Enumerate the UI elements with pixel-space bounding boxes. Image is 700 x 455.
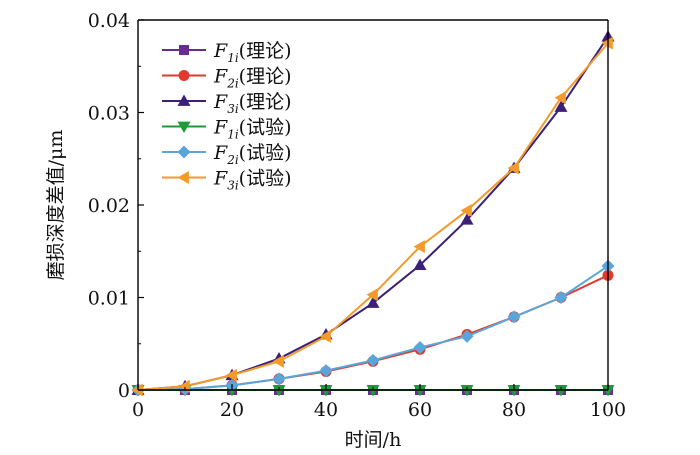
axes-layer: 0 20 40 60 80 100 0 0.01 0.02 0.03 0.04 (88, 10, 626, 421)
y-tick-label-0: 0 (118, 380, 130, 402)
data-point-4-60 (413, 340, 427, 354)
legend-label-main: F (213, 40, 228, 62)
legend-label-suffix: (试验) (239, 168, 292, 190)
data-point-4-80 (507, 310, 521, 324)
legend-label-main: F (213, 168, 228, 190)
legend-label-main: F (213, 66, 228, 88)
series-F3i(试验) (131, 36, 613, 397)
y-tick-label-0.03: 0.03 (88, 103, 130, 125)
series-F2i(理论) (132, 269, 614, 396)
data-point-5-50 (366, 288, 378, 302)
legend-marker-4 (177, 145, 191, 159)
y-tick-label-0.02: 0.02 (88, 195, 130, 217)
legend-label-2: F3i(理论) (213, 91, 292, 116)
y-tick-label-0.01: 0.01 (88, 288, 130, 310)
data-point-5-60 (413, 240, 425, 254)
data-point-2-90 (554, 100, 568, 112)
data-point-4-70 (460, 329, 474, 343)
legend-label-0: F1i(理论) (213, 40, 292, 65)
x-tick-label-80: 80 (502, 399, 526, 421)
legend-item-2: F3i(理论) (162, 91, 292, 116)
data-point-5-100 (601, 36, 613, 50)
legend-label-suffix: (试验) (239, 117, 292, 139)
x-tick-label-40: 40 (314, 399, 338, 421)
data-point-4-50 (366, 353, 380, 367)
data-point-3-80 (507, 385, 521, 397)
legend-label-1: F2i(理论) (213, 66, 292, 91)
legend-item-3: F1i(试验) (162, 117, 292, 142)
legend-label-5: F3i(试验) (213, 168, 292, 193)
legend-label-subscript: 2i (226, 77, 239, 91)
x-tick-label-100: 100 (590, 399, 626, 421)
data-point-2-60 (413, 258, 427, 270)
legend: F1i(理论)F2i(理论)F3i(理论)F1i(试验)F2i(试验)F3i(试… (162, 40, 292, 193)
data-point-4-90 (554, 291, 568, 304)
legend-marker-1 (178, 70, 190, 81)
legend-label-suffix: (试验) (239, 142, 292, 164)
legend-item-0: F1i(理论) (162, 40, 292, 65)
legend-marker-0 (179, 45, 189, 55)
legend-marker-3 (177, 121, 191, 133)
data-point-3-100 (601, 385, 615, 397)
legend-label-suffix: (理论) (239, 66, 292, 88)
legend-item-4: F2i(试验) (162, 142, 292, 167)
data-point-3-90 (554, 385, 568, 397)
legend-label-subscript: 1i (227, 128, 239, 142)
data-point-5-70 (460, 204, 472, 218)
data-point-3-30 (272, 385, 286, 397)
series-line-5 (137, 42, 609, 391)
series-line-4 (137, 265, 609, 391)
data-point-5-20 (225, 368, 237, 382)
data-point-5-80 (507, 161, 519, 175)
data-point-3-50 (366, 385, 380, 397)
legend-label-3: F1i(试验) (213, 117, 292, 142)
data-point-4-40 (319, 364, 333, 378)
legend-label-subscript: 1i (227, 51, 239, 65)
legend-item-5: F3i(试验) (162, 168, 292, 193)
y-tick-label-0.04: 0.04 (88, 10, 130, 32)
data-point-5-30 (272, 354, 284, 368)
series-F3i(理论) (131, 30, 615, 395)
y-axis-label: 磨损深度差值/μm (45, 130, 67, 281)
legend-label-subscript: 2i (226, 153, 239, 167)
legend-label-suffix: (理论) (239, 40, 292, 62)
data-point-5-90 (554, 91, 566, 105)
data-point-5-0 (131, 383, 143, 397)
series-line-2 (137, 36, 609, 391)
data-point-3-60 (413, 385, 427, 397)
data-point-2-50 (366, 296, 380, 308)
legend-label-4: F2i(试验) (213, 142, 292, 167)
x-tick-label-20: 20 (220, 399, 244, 421)
series-layer (131, 30, 615, 397)
data-point-4-30 (272, 372, 286, 386)
data-point-5-40 (319, 329, 331, 343)
x-tick-label-60: 60 (408, 399, 432, 421)
x-tick-label-0: 0 (132, 399, 144, 421)
series-F2i(试验) (131, 259, 615, 397)
data-point-2-70 (460, 213, 474, 225)
x-axis-label: 时间/h (345, 429, 402, 451)
legend-label-suffix: (理论) (239, 91, 292, 113)
legend-marker-5 (177, 171, 189, 184)
data-point-3-70 (460, 385, 474, 397)
legend-label-main: F (213, 117, 228, 139)
legend-label-main: F (213, 91, 228, 113)
data-point-3-40 (319, 385, 333, 397)
legend-marker-2 (177, 94, 191, 106)
legend-label-main: F (213, 142, 228, 164)
legend-item-1: F2i(理论) (162, 66, 292, 91)
legend-label-subscript: 3i (227, 179, 239, 193)
legend-label-subscript: 3i (227, 102, 239, 116)
